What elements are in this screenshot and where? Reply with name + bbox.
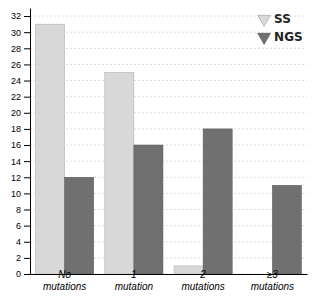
x-tick-label: 1mutation [115,269,154,292]
y-tick-label: 26 [11,60,21,70]
grid-line [30,64,307,65]
y-tick: 30 [11,28,30,38]
grid-line [30,128,307,129]
grid-line [30,80,307,81]
y-tick: 16 [11,140,30,150]
y-tick-label: 6 [16,221,21,231]
y-tick-mark [24,113,30,114]
y-tick: 10 [11,189,30,199]
x-tick-label-line: mutations [181,281,224,292]
y-tick-label: 32 [11,11,21,21]
y-tick-mark [24,177,30,178]
series-bars [65,129,302,274]
y-tick: 14 [11,157,30,167]
x-tick-label-line: 2 [199,269,206,280]
x-tick: Nomutations [43,269,86,292]
chart: 02468101214161820222426283032Nomutations… [0,0,315,308]
legend-label: NGS [274,30,303,44]
legend-item: NGS [258,30,303,44]
y-tick-label: 14 [11,157,21,167]
y-tick-label: 4 [16,237,21,247]
x-tick-label-line: mutation [115,281,154,292]
y-tick-label: 30 [11,28,21,38]
x-tick: 1mutation [115,269,154,292]
y-tick-label: 2 [16,253,21,263]
y-tick-label: 22 [11,92,21,102]
y-axis-line [30,9,31,275]
grid-line [30,161,307,162]
grid-line [30,96,307,97]
y-tick-mark [24,129,30,130]
y-tick: 28 [11,44,30,54]
y-tick-mark [24,48,30,49]
bar [65,177,94,274]
y-tick: 8 [16,205,30,215]
y-axis: 02468101214161820222426283032 [11,9,31,280]
y-tick: 0 [16,269,30,279]
x-tick-label-line: 1 [131,269,137,280]
y-tick: 4 [16,237,30,247]
y-tick: 32 [11,11,30,21]
x-tick-label-line: mutations [43,281,86,292]
y-tick-mark [24,161,30,162]
y-tick-mark [24,193,30,194]
y-tick-label: 12 [11,173,21,183]
y-tick-mark [24,81,30,82]
y-tick-mark [24,64,30,65]
bar [272,185,301,274]
legend-swatch [258,33,271,44]
y-tick-mark [24,274,30,275]
y-tick: 26 [11,60,30,70]
y-tick-label: 20 [11,108,21,118]
y-tick-label: 16 [11,140,21,150]
y-tick-label: 10 [11,189,21,199]
y-tick-label: 0 [16,269,21,279]
y-tick: 20 [11,108,30,118]
y-tick: 12 [11,173,30,183]
x-tick: 2mutations [181,269,224,292]
y-tick-mark [24,226,30,227]
legend-item: SS [258,12,291,26]
grid-line [30,145,307,146]
grid-line [30,112,307,113]
bar [36,24,65,274]
bar [203,129,232,274]
y-tick-mark [24,145,30,146]
bar [174,266,203,274]
x-tick: ≥3mutations [251,269,294,292]
bar [134,145,163,274]
legend: SS NGS [258,12,303,44]
x-tick-label-line: mutations [251,281,294,292]
y-tick-mark [24,97,30,98]
y-tick-mark [24,32,30,33]
y-tick-label: 18 [11,124,21,134]
plot: 02468101214161820222426283032Nomutations… [11,9,308,292]
grid-line [30,32,307,33]
x-tick-label-line: No [58,269,71,280]
legend-swatch [258,15,271,26]
y-tick-mark [24,210,30,211]
bar [105,72,134,274]
y-tick: 2 [16,253,30,263]
x-tick-label-line: ≥3 [267,269,278,280]
y-tick-mark [24,16,30,17]
grid [30,16,307,274]
x-axis: Nomutations1mutation2mutations≥3mutation… [31,269,308,292]
y-tick-mark [24,258,30,259]
x-tick-label: ≥3mutations [251,269,294,292]
x-tick-label: Nomutations [43,269,86,292]
y-tick-label: 28 [11,44,21,54]
series-bars [36,24,204,274]
y-tick-label: 24 [11,76,21,86]
x-tick-label: 2mutations [181,269,224,292]
y-tick: 6 [16,221,30,231]
y-tick-label: 8 [16,205,21,215]
bars [36,24,302,274]
y-tick: 18 [11,124,30,134]
grid-line [30,48,307,49]
y-tick: 24 [11,76,30,86]
legend-label: SS [274,12,291,26]
y-tick-mark [24,242,30,243]
y-tick: 22 [11,92,30,102]
